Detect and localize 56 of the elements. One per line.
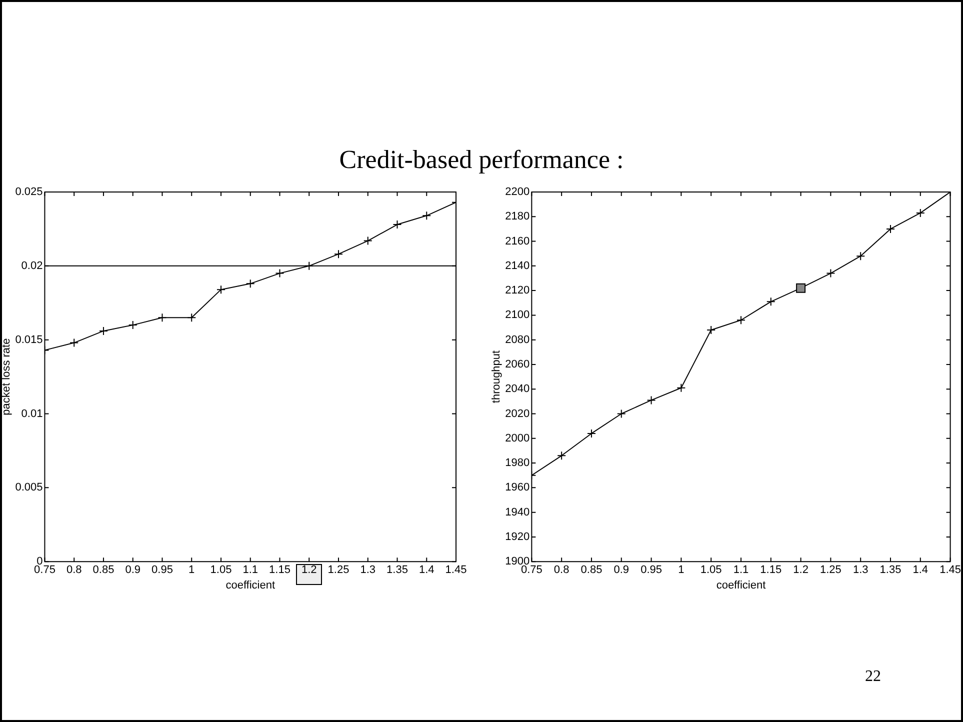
y-tick-label: 1960 bbox=[505, 482, 530, 494]
x-tick-label: 0.95 bbox=[640, 564, 662, 576]
x-tick-label: 1.35 bbox=[880, 564, 902, 576]
y-tick-label: 2000 bbox=[505, 432, 530, 444]
x-tick-label: 0.8 bbox=[66, 564, 82, 576]
x-tick-label: 1.25 bbox=[328, 564, 350, 576]
y-axis-title: throughput bbox=[490, 350, 503, 404]
x-tick-label: 1.4 bbox=[418, 564, 434, 576]
y-tick-label: 0.01 bbox=[21, 408, 43, 420]
x-tick-label: 1.1 bbox=[242, 564, 258, 576]
y-tick-label: 0.025 bbox=[15, 186, 43, 198]
x-tick-label: 0.95 bbox=[152, 564, 173, 576]
x-tick-label: 1.25 bbox=[820, 564, 842, 576]
x-tick-label: 1.2 bbox=[793, 564, 808, 576]
x-tick-label: 1.2 bbox=[301, 564, 317, 576]
x-tick-label: 0.85 bbox=[92, 564, 114, 576]
text: 22 bbox=[865, 668, 881, 686]
x-tick-label: 1 bbox=[188, 564, 195, 576]
y-tick-label: 2160 bbox=[505, 235, 530, 248]
x-axis-title: coefficient bbox=[226, 579, 276, 592]
x-tick-label: 1.05 bbox=[700, 564, 722, 576]
x-tick-label: 0.75 bbox=[520, 564, 542, 576]
chart-title: Credit-based performance : bbox=[338, 145, 625, 175]
x-tick-label: 0.85 bbox=[580, 564, 602, 576]
y-tick-label: 1920 bbox=[505, 530, 530, 543]
y-tick-label: 2040 bbox=[505, 383, 530, 396]
y-tick-label: 1940 bbox=[505, 506, 530, 518]
x-tick-label: 1.05 bbox=[210, 564, 232, 576]
x-tick-label: 1.15 bbox=[760, 564, 782, 576]
x-tick-label: 0.8 bbox=[554, 564, 570, 576]
x-tick-label: 1.3 bbox=[852, 564, 868, 576]
y-tick-label: 2120 bbox=[505, 284, 530, 297]
x-tick-label: 1.45 bbox=[445, 564, 467, 576]
y-axis-title: packet loss rate bbox=[0, 338, 13, 416]
x-tick-label: 0.75 bbox=[34, 564, 56, 576]
y-tick-label: 2200 bbox=[505, 186, 530, 198]
x-axis-title: coefficient bbox=[716, 579, 766, 592]
x-tick-label: 1.15 bbox=[269, 564, 290, 576]
y-tick-label: 0.005 bbox=[15, 482, 43, 494]
x-tick-label: 1.1 bbox=[733, 564, 749, 576]
y-tick-label: 1980 bbox=[505, 457, 530, 470]
x-tick-label: 1 bbox=[678, 564, 684, 576]
y-tick-label: 2060 bbox=[505, 358, 530, 371]
x-tick-label: 0.9 bbox=[125, 564, 141, 576]
x-tick-label: 1.45 bbox=[940, 564, 962, 576]
x-tick-label: 1.3 bbox=[360, 564, 376, 576]
y-tick-label: 0.02 bbox=[21, 260, 43, 272]
y-tick-label: 2100 bbox=[505, 309, 530, 322]
y-tick-label: 2020 bbox=[505, 408, 530, 420]
y-tick-label: 2180 bbox=[505, 210, 530, 223]
x-tick-label: 0.9 bbox=[614, 564, 630, 576]
y-tick-label: 2080 bbox=[505, 334, 530, 346]
x-tick-label: 1.35 bbox=[386, 564, 408, 576]
y-tick-label: 0.015 bbox=[15, 334, 43, 346]
x-tick-label: 1.4 bbox=[912, 564, 928, 576]
y-tick-label: 2140 bbox=[505, 260, 530, 272]
